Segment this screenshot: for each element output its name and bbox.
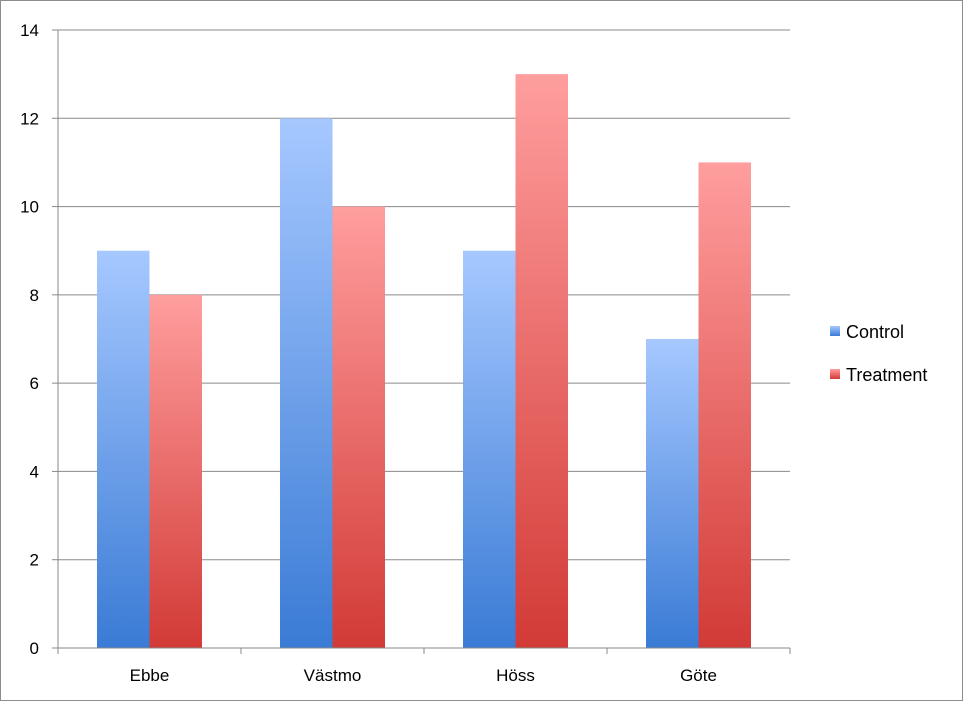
y-tick-label: 2 <box>30 551 39 570</box>
y-tick-label: 6 <box>30 374 39 393</box>
x-category-labels: Ebbe Västmo Höss Göte <box>130 666 717 685</box>
legend: Control Treatment <box>830 322 927 385</box>
bar-control-ebbe <box>97 250 150 648</box>
y-tick-label: 4 <box>30 462 39 481</box>
bar-treatment-höss <box>515 74 568 648</box>
y-tick-label: 10 <box>20 198 39 217</box>
bars <box>97 74 751 649</box>
y-tick-label: 0 <box>30 639 39 658</box>
legend-swatch-treatment <box>830 369 840 379</box>
y-tick-labels: 0 2 4 6 8 10 12 14 <box>20 21 39 658</box>
x-category-label: Göte <box>680 666 717 685</box>
x-category-label: Ebbe <box>130 666 170 685</box>
legend-swatch-control <box>830 326 840 336</box>
bar-control-höss <box>463 250 516 648</box>
axes <box>57 30 791 654</box>
x-category-label: Höss <box>496 666 535 685</box>
x-category-label: Västmo <box>304 666 362 685</box>
y-tick-label: 12 <box>20 109 39 128</box>
legend-label-control: Control <box>846 322 904 342</box>
bar-treatment-göte <box>698 162 751 648</box>
y-tick-label: 8 <box>30 286 39 305</box>
y-tick-label: 14 <box>20 21 39 40</box>
bar-treatment-västmo <box>332 206 385 649</box>
bar-treatment-ebbe <box>149 294 202 648</box>
bar-control-västmo <box>280 118 333 649</box>
bar-control-göte <box>646 339 699 648</box>
legend-label-treatment: Treatment <box>846 365 927 385</box>
